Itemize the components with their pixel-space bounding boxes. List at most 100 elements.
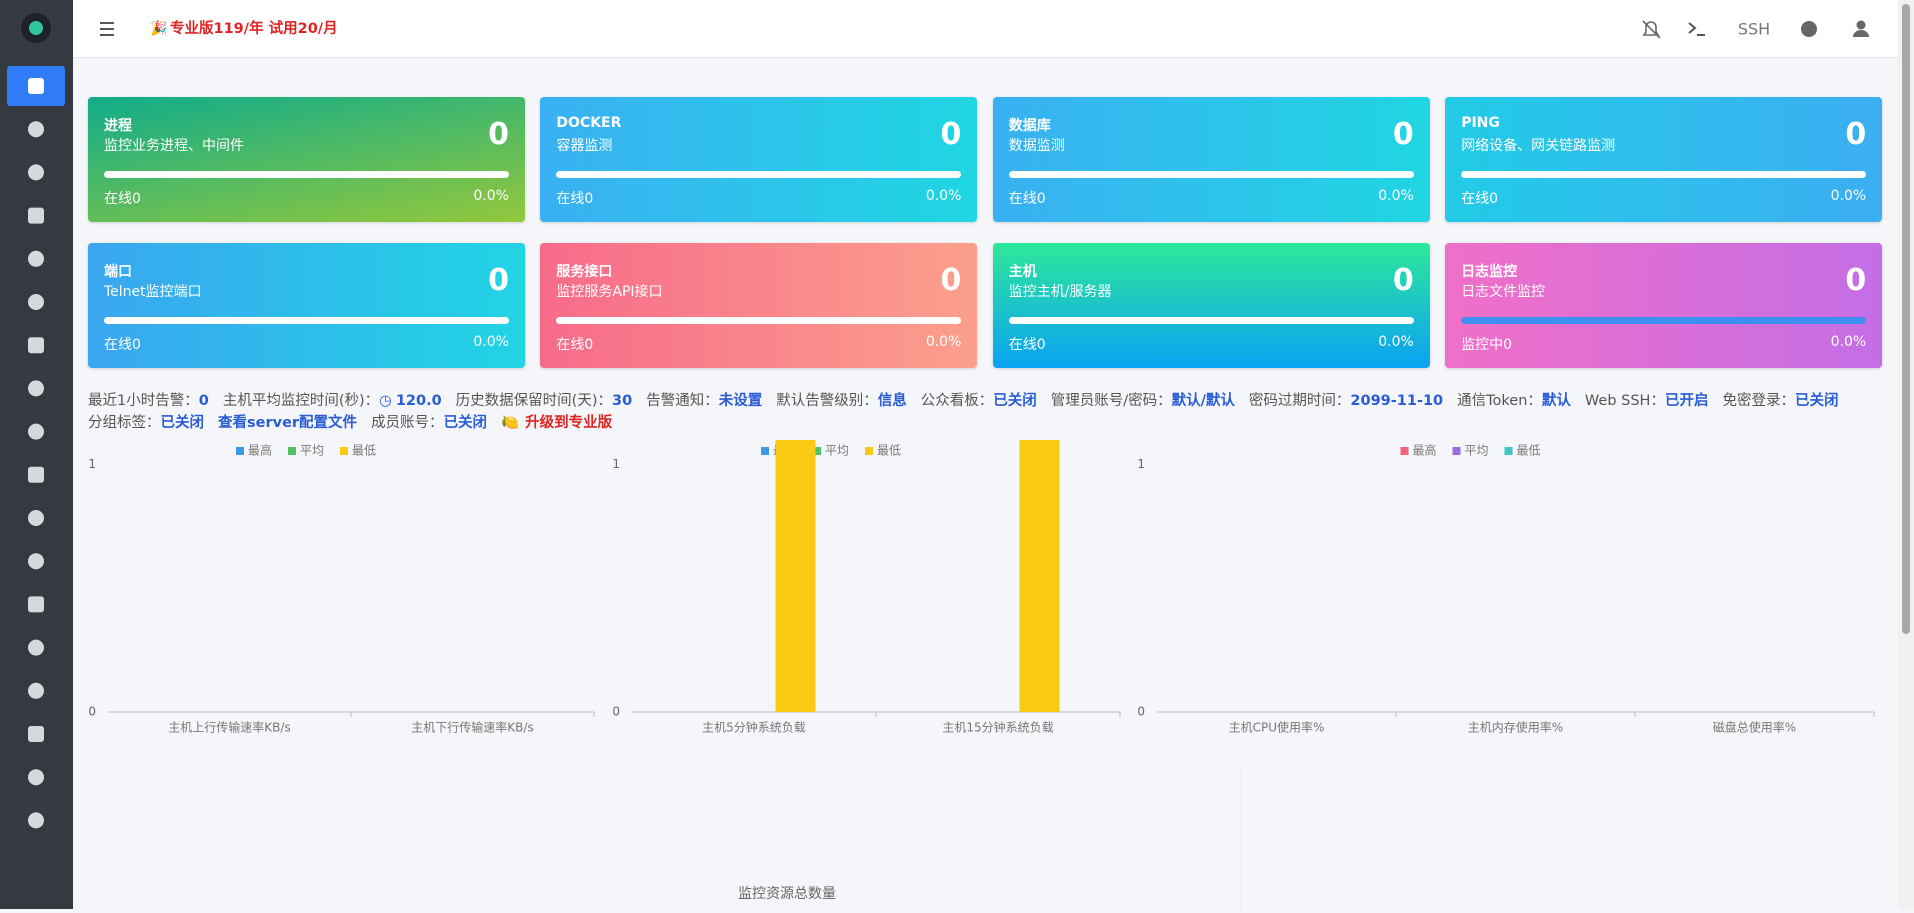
info-item: 分组标签：已关闭 xyxy=(88,415,204,431)
info-value[interactable]: 30 xyxy=(612,393,633,409)
legend-label: 最低 xyxy=(1517,444,1541,458)
ssh-button[interactable]: SSH xyxy=(1738,20,1770,39)
legend-label: 最低 xyxy=(352,444,376,458)
card-title: 端口 xyxy=(104,264,132,280)
info-label: 免密登录： xyxy=(1722,393,1795,409)
info-value[interactable]: 120.0 xyxy=(395,393,442,409)
info-value[interactable]: 查看server配置文件 xyxy=(218,415,358,431)
nav-item[interactable] xyxy=(28,553,44,570)
progress-bar xyxy=(1008,317,1414,324)
info-item: 免密登录：已关闭 xyxy=(1722,393,1838,409)
card-status: 在线0 xyxy=(104,191,141,207)
info-item: 告警通知：未设置 xyxy=(646,393,762,409)
card-percent: 0.0% xyxy=(1378,188,1414,204)
nav-item[interactable] xyxy=(28,294,44,310)
info-value[interactable]: 已关闭 xyxy=(443,415,488,431)
stat-card[interactable]: 端口 Telnet监控端口 0 在线0 0.0% xyxy=(88,243,525,368)
info-item: 通信Token：默认 xyxy=(1457,393,1571,409)
card-title: 进程 xyxy=(104,118,132,134)
terminal-icon[interactable] xyxy=(1688,22,1705,36)
stat-card[interactable]: 数据库 数据监测 0 在线0 0.0% xyxy=(992,97,1430,222)
nav-item[interactable] xyxy=(28,380,44,397)
info-value[interactable]: 已关闭 xyxy=(993,393,1037,409)
nav-item[interactable] xyxy=(28,682,44,699)
y-tick-label: 0 xyxy=(88,705,96,719)
info-value[interactable]: 已关闭 xyxy=(160,415,205,431)
info-label: 分组标签： xyxy=(88,415,161,431)
scrollbar[interactable] xyxy=(1898,0,1914,909)
info-item: 成员账号：已关闭 xyxy=(371,415,487,431)
y-tick-label: 1 xyxy=(1137,457,1145,471)
card-title: 主机 xyxy=(1008,264,1037,280)
nav-item[interactable] xyxy=(28,207,44,224)
nav-item[interactable] xyxy=(28,769,44,786)
info-value[interactable]: 信息 xyxy=(877,393,907,409)
nav-item[interactable] xyxy=(28,639,44,656)
card-title: 服务接口 xyxy=(556,264,613,280)
scroll-thumb[interactable] xyxy=(1902,4,1910,634)
info-value[interactable]: 默认 xyxy=(1541,393,1571,409)
info-bar: 最近1小时告警：0 主机平均监控时间(秒)：◷ 120.0 历史数据保留时间(天)：3… xyxy=(88,390,1888,434)
stat-card[interactable]: 主机 监控主机/服务器 0 在线0 0.0% xyxy=(992,243,1430,368)
progress-bar xyxy=(104,317,509,324)
nav-item[interactable] xyxy=(28,337,44,354)
nav-item[interactable] xyxy=(28,423,44,440)
info-item: 管理员账号/密码：默认/默认 xyxy=(1051,393,1235,409)
nav-item[interactable] xyxy=(28,164,44,181)
card-subtitle: 日志文件监控 xyxy=(1461,284,1546,300)
nav-item[interactable] xyxy=(28,121,44,138)
upgrade-icon: 🍋 xyxy=(501,415,520,431)
logo-mark xyxy=(29,21,43,35)
nav-item[interactable] xyxy=(28,250,44,267)
nav-item[interactable] xyxy=(28,466,44,483)
progress-bar xyxy=(1461,317,1867,324)
info-label: 公众看板： xyxy=(920,393,994,409)
legend-label: 最高 xyxy=(248,443,272,458)
card-subtitle: 监控服务API接口 xyxy=(556,284,663,300)
info-value[interactable]: 2099-11-10 xyxy=(1350,393,1444,409)
card-count: 0 xyxy=(1392,117,1414,152)
info-value[interactable]: 已关闭 xyxy=(1794,393,1839,409)
promo[interactable]: 专业版119/年 试用20/月 xyxy=(170,19,338,37)
upgrade-link[interactable]: 升级到专业版 xyxy=(525,415,613,431)
mute-icon[interactable] xyxy=(1642,20,1661,39)
info-label: 告警通知： xyxy=(646,393,719,409)
card-count: 0 xyxy=(1392,263,1414,298)
clock-icon: ◷ xyxy=(379,393,392,409)
x-tick-label: 磁盘总使用率% xyxy=(1713,720,1796,735)
card-count: 0 xyxy=(940,117,962,152)
card-status: 在线0 xyxy=(104,337,141,353)
bar xyxy=(1019,440,1060,712)
info-value[interactable]: 未设置 xyxy=(718,393,763,409)
legend-swatch xyxy=(236,447,244,455)
info-value[interactable]: 默认/默认 xyxy=(1171,393,1235,409)
y-tick-label: 1 xyxy=(612,457,620,471)
legend-swatch xyxy=(865,447,873,455)
legend-swatch xyxy=(288,447,296,455)
info-value[interactable]: 已开启 xyxy=(1664,393,1709,409)
nav-item[interactable] xyxy=(28,726,44,742)
stat-card[interactable]: PING 网络设备、网关链路监测 0 在线0 0.0% xyxy=(1445,97,1883,222)
nav-item[interactable] xyxy=(28,596,44,613)
legend-swatch xyxy=(761,447,769,455)
header-bar: 🎉 专业版119/年 试用20/月 SSH xyxy=(100,19,1869,39)
sidebar-icons xyxy=(7,13,65,829)
theme-icon[interactable] xyxy=(1801,21,1817,37)
card-subtitle: 数据监测 xyxy=(1008,138,1065,154)
menu-toggle[interactable] xyxy=(100,22,114,36)
stat-card[interactable]: 日志监控 日志文件监控 0 监控中0 0.0% xyxy=(1445,243,1883,368)
sidebar xyxy=(0,0,73,909)
nav-item[interactable] xyxy=(28,812,44,829)
user-icon[interactable] xyxy=(1853,20,1869,38)
stat-card[interactable]: 进程 监控业务进程、中间件 0 在线0 0.0% xyxy=(88,97,525,222)
card-count: 0 xyxy=(1845,263,1867,298)
card-count: 0 xyxy=(1845,117,1867,152)
info-value[interactable]: 0 xyxy=(198,393,209,409)
nav-item[interactable] xyxy=(28,510,44,526)
y-tick-label: 1 xyxy=(88,457,96,471)
nav-item[interactable] xyxy=(28,78,44,94)
legend-label: 平均 xyxy=(825,444,849,458)
stat-card[interactable]: 服务接口 监控服务API接口 0 在线0 0.0% xyxy=(540,243,978,368)
card-count: 0 xyxy=(488,117,509,152)
stat-card[interactable]: DOCKER 容器监测 0 在线0 0.0% xyxy=(540,97,978,222)
